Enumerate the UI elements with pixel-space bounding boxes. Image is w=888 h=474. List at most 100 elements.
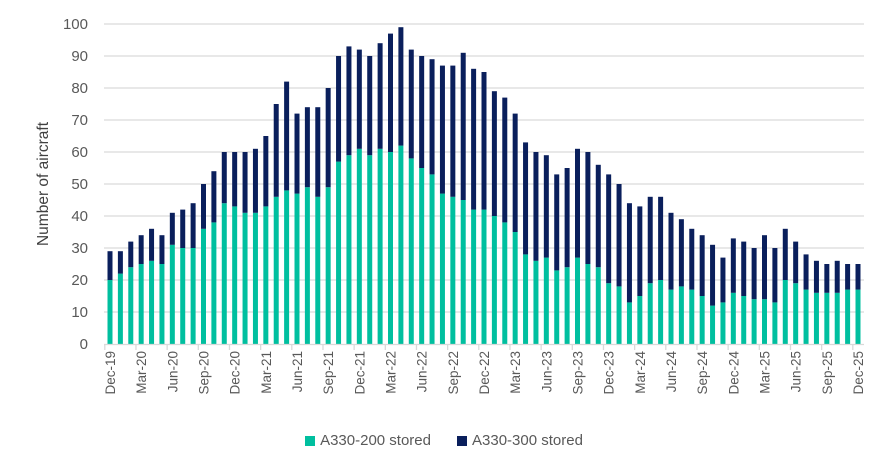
bar-a330-200 bbox=[658, 280, 664, 344]
bar-a330-300 bbox=[824, 264, 830, 293]
y-axis-ticks: 0 10 20 30 40 50 60 70 80 90 100 bbox=[63, 16, 88, 353]
bar-a330-300 bbox=[855, 264, 861, 290]
bar-a330-300 bbox=[730, 238, 736, 293]
bar-a330-200 bbox=[117, 273, 123, 344]
bar-a330-200 bbox=[543, 257, 549, 344]
bar-a330-300 bbox=[543, 155, 549, 258]
bar-a330-300 bbox=[419, 56, 425, 168]
bar-a330-200 bbox=[263, 206, 269, 344]
bar-a330-300 bbox=[190, 203, 196, 248]
bar-a330-200 bbox=[460, 200, 466, 344]
x-tick-label: Jun-21 bbox=[290, 351, 305, 392]
bar-a330-300 bbox=[845, 264, 851, 290]
bar-a330-200 bbox=[232, 206, 238, 344]
x-tick-label: Jun-24 bbox=[664, 351, 679, 393]
bar-a330-200 bbox=[502, 222, 508, 344]
bar-a330-300 bbox=[201, 184, 206, 229]
bar-a330-300 bbox=[793, 241, 799, 284]
bar-a330-300 bbox=[741, 241, 747, 296]
legend-item-a330-200: A330-200 stored bbox=[305, 432, 431, 449]
bar-a330-200 bbox=[782, 280, 788, 344]
bar-a330-300 bbox=[450, 65, 456, 197]
bar-a330-300 bbox=[252, 148, 258, 213]
bar-a330-300 bbox=[336, 56, 342, 162]
x-tick-label: Sep-23 bbox=[571, 351, 586, 395]
bar-a330-200 bbox=[595, 267, 601, 344]
y-tick-label: 70 bbox=[71, 112, 88, 129]
bar-a330-300 bbox=[699, 235, 705, 296]
y-tick-label: 90 bbox=[71, 48, 88, 65]
bar-a330-200 bbox=[346, 155, 352, 344]
bar-a330-200 bbox=[491, 216, 497, 344]
bar-a330-300 bbox=[616, 184, 622, 287]
x-tick-label: Jun-25 bbox=[789, 351, 804, 392]
bar-a330-200 bbox=[367, 155, 373, 344]
bar-a330-300 bbox=[585, 152, 591, 264]
bar-a330-300 bbox=[575, 148, 580, 258]
bar-a330-200 bbox=[128, 267, 134, 344]
bar-a330-200 bbox=[626, 302, 632, 344]
bar-a330-300 bbox=[221, 152, 227, 204]
bar-a330-200 bbox=[336, 161, 342, 344]
bar-a330-300 bbox=[481, 72, 487, 210]
x-tick-label: Jun-23 bbox=[539, 351, 554, 392]
bar-a330-200 bbox=[304, 187, 310, 344]
x-tick-label: Mar-20 bbox=[134, 351, 149, 394]
bar-a330-300 bbox=[813, 260, 819, 293]
bar-a330-300 bbox=[668, 212, 674, 290]
bar-a330-200 bbox=[481, 209, 487, 344]
bar-a330-200 bbox=[668, 289, 674, 344]
x-tick-label: Dec-24 bbox=[726, 351, 741, 395]
bar-a330-300 bbox=[803, 254, 809, 290]
bar-a330-200 bbox=[211, 222, 217, 344]
bar-a330-200 bbox=[388, 152, 393, 344]
bar-a330-300 bbox=[273, 104, 279, 197]
bar-a330-300 bbox=[512, 113, 518, 232]
bar-a330-300 bbox=[304, 107, 310, 188]
x-tick-label: Mar-21 bbox=[259, 351, 274, 394]
bar-a330-200 bbox=[834, 292, 840, 344]
bar-a330-300 bbox=[315, 107, 321, 197]
bar-a330-200 bbox=[190, 248, 196, 344]
y-tick-label: 10 bbox=[71, 304, 88, 321]
bar-a330-200 bbox=[585, 264, 591, 344]
bar-a330-200 bbox=[377, 148, 383, 344]
bar-a330-200 bbox=[689, 289, 695, 344]
bar-a330-200 bbox=[107, 280, 113, 344]
bar-a330-200 bbox=[450, 196, 456, 344]
bar-a330-200 bbox=[315, 196, 321, 344]
bar-a330-300 bbox=[678, 219, 684, 287]
bar-a330-300 bbox=[439, 65, 445, 194]
legend-item-a330-300: A330-300 stored bbox=[457, 432, 583, 449]
legend: A330-200 stored A330-300 stored bbox=[0, 432, 888, 449]
legend-swatch-a330-200 bbox=[305, 435, 316, 446]
x-tick-label: Sep-22 bbox=[446, 351, 461, 395]
x-tick-label: Jun-20 bbox=[165, 351, 180, 392]
y-tick-label: 100 bbox=[63, 16, 88, 33]
bar-a330-200 bbox=[398, 145, 404, 344]
bar-a330-200 bbox=[699, 296, 705, 344]
bar-a330-300 bbox=[211, 171, 217, 223]
bar-a330-200 bbox=[793, 283, 799, 344]
y-tick-label: 40 bbox=[71, 208, 88, 225]
bar-a330-200 bbox=[294, 193, 300, 344]
bar-a330-300 bbox=[637, 206, 643, 296]
bar-a330-300 bbox=[263, 136, 269, 207]
legend-label-a330-300: A330-300 stored bbox=[472, 432, 583, 449]
x-tick-label: Mar-24 bbox=[633, 351, 648, 394]
bar-a330-300 bbox=[377, 43, 383, 149]
bar-a330-300 bbox=[460, 52, 466, 200]
bar-a330-300 bbox=[128, 241, 134, 268]
bar-a330-200 bbox=[419, 168, 425, 344]
bar-a330-200 bbox=[273, 196, 279, 344]
bar-a330-300 bbox=[564, 168, 570, 268]
bar-a330-200 bbox=[855, 289, 861, 344]
bar-a330-200 bbox=[242, 212, 248, 344]
bar-a330-200 bbox=[575, 257, 580, 344]
bar-a330-200 bbox=[616, 286, 622, 344]
bar-a330-200 bbox=[741, 296, 747, 344]
y-tick-label: 0 bbox=[80, 336, 88, 353]
bar-a330-300 bbox=[117, 251, 123, 274]
bar-a330-200 bbox=[471, 209, 477, 344]
